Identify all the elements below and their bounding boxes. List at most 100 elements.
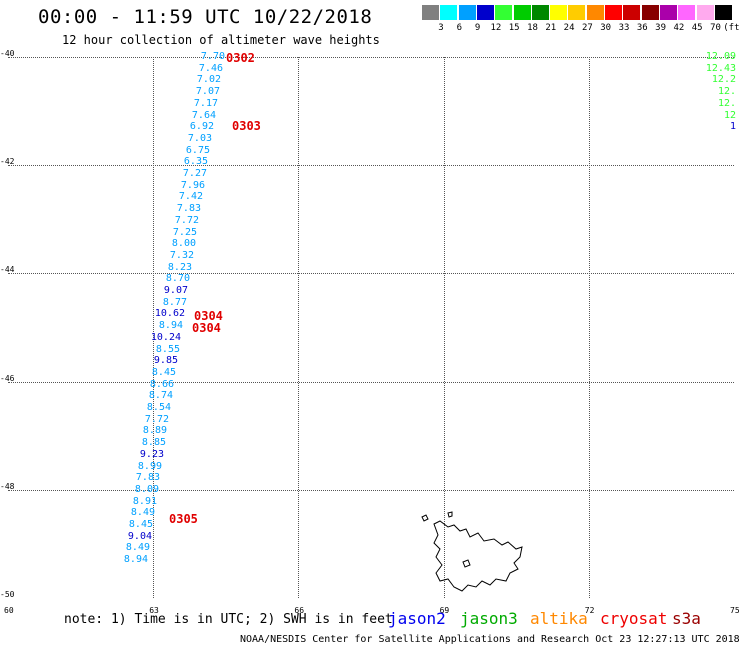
y-tick-label: -46: [0, 373, 15, 383]
legend-label: 33: [618, 23, 630, 33]
y-tick-label: -50: [0, 590, 15, 599]
grid-line-vertical: [443, 57, 445, 598]
wave-height-value: 7.07: [195, 86, 220, 98]
wave-height-value: 8.49: [125, 542, 150, 554]
wave-height-value: 7.64: [191, 109, 216, 121]
wave-height-value: 7.32: [169, 249, 194, 261]
wave-height-value-edge: 12: [723, 109, 736, 121]
grid-line-vertical: [298, 57, 300, 598]
coastline-island: [421, 511, 523, 592]
legend-label: 12: [490, 23, 502, 33]
grid-line-horizontal: [8, 273, 734, 275]
x-tick-label: 63: [149, 606, 159, 615]
wave-height-value: 8.94: [158, 320, 183, 332]
legend-label: 42: [673, 23, 685, 33]
grid-line-horizontal: [8, 381, 734, 383]
grid-line-horizontal: [8, 57, 734, 58]
wave-height-value: 8.45: [151, 366, 176, 378]
wave-height-value-edge: 12.: [717, 86, 736, 98]
wave-height-value-edge: 12.09: [705, 51, 736, 62]
grid-line-vertical: [153, 57, 155, 598]
x-tick-label: 69: [439, 606, 450, 615]
wave-height-value: 8.70: [165, 273, 190, 285]
satellite-label-altika: altika: [530, 609, 588, 628]
legend-label: 30: [600, 23, 612, 33]
legend-label: 9: [474, 23, 481, 33]
grid-line-horizontal: [8, 489, 734, 491]
wave-height-value: 8.09: [134, 483, 159, 495]
map-title: 00:00 - 11:59 UTC 10/22/2018: [38, 6, 373, 28]
wave-height-value: 8.54: [146, 402, 171, 413]
wave-height-value: 10.24: [150, 331, 181, 343]
legend-label: 70: [710, 23, 721, 33]
wave-height-value-edge: 12.43: [705, 62, 736, 74]
wave-height-value: 7.25: [172, 226, 197, 238]
legend-label: 21: [545, 23, 557, 33]
legend-swatch: [550, 5, 568, 20]
legend-swatch: [495, 5, 513, 20]
legend-label: 27: [581, 23, 593, 33]
map-plot-area: 60 63 66 69 72 75 -40 -42 -44 -46 -48 -50 7.70 7.46 7.…: [0, 49, 740, 615]
wave-height-value: 8.74: [148, 390, 173, 402]
legend-swatch: [586, 5, 604, 20]
wave-height-value: 7.83: [135, 472, 160, 484]
grid-line-vertical: [588, 57, 590, 598]
wave-height-value: 7.42: [178, 191, 203, 203]
x-tick-label: 72: [584, 606, 595, 615]
satellite-label-s3a: s3a: [672, 609, 701, 628]
wave-height-value: 7.46: [198, 62, 223, 74]
legend-label: 45: [691, 23, 703, 33]
credit-line: NOAA/NESDIS Center for Satellite Applica…: [240, 634, 740, 645]
pass-time-label: 0302: [226, 51, 255, 65]
satellite-label-jason3: jason3: [460, 609, 518, 628]
wave-height-value: 9.85: [153, 355, 178, 367]
wave-height-value: 8.99: [137, 460, 162, 472]
wave-height-value-edge: 12.2: [711, 74, 736, 86]
satellite-label-cryosat: cryosat: [600, 609, 668, 628]
y-tick-label: -48: [0, 481, 15, 491]
wave-height-value: 9.04: [127, 530, 152, 542]
wave-height-value: 8.89: [142, 425, 167, 437]
wave-height-value: 8.55: [155, 343, 180, 355]
wave-height-value: 6.75: [185, 144, 210, 156]
legend-swatch: [678, 5, 696, 20]
pass-time-label: 0305: [169, 512, 198, 526]
wave-height-value: 7.03: [187, 132, 212, 144]
legend-label: 3: [438, 23, 444, 33]
wave-height-value: 7.72: [174, 214, 199, 226]
legend-swatch: [422, 5, 439, 20]
y-tick-label: -40: [0, 49, 15, 58]
y-tick-label: -42: [0, 157, 15, 167]
wave-height-value: 6.35: [183, 156, 208, 168]
legend-swatch: [531, 5, 549, 20]
legend-swatch: [623, 5, 641, 20]
legend-swatch: [605, 5, 622, 20]
legend-swatch: [458, 5, 476, 20]
pass-time-label: 0304: [194, 309, 223, 323]
grid-line-horizontal: [8, 165, 734, 167]
wave-height-value-edge: 12.: [717, 97, 736, 109]
map-subtitle: 12 hour collection of altimeter wave hei…: [62, 33, 380, 47]
wave-height-value: 7.02: [196, 74, 221, 86]
wave-height-value: 7.83: [176, 203, 201, 215]
legend-swatch: [714, 5, 732, 20]
wave-height-value: 8.85: [141, 437, 166, 449]
wave-height-value: 6.92: [189, 121, 214, 133]
pass-time-label: 0303: [232, 119, 261, 133]
wave-height-value: 8.91: [132, 495, 157, 507]
legend-label: 36: [636, 23, 648, 33]
legend-swatch: [440, 5, 458, 20]
legend-swatch: [659, 5, 677, 20]
legend-swatch: [513, 5, 531, 20]
wave-height-value: 8.45: [128, 519, 153, 530]
y-tick-label: -44: [0, 265, 15, 275]
legend-label: 18: [527, 23, 538, 33]
wave-height-value-edge: 1: [729, 121, 736, 133]
legend-label: 24: [563, 23, 575, 33]
x-tick-label: 66: [294, 606, 305, 615]
wave-height-value: 9.23: [139, 448, 164, 460]
x-tick-label: 60: [4, 606, 14, 615]
pass-time-label: 0304: [192, 321, 221, 335]
legend-swatch: [641, 5, 659, 20]
wave-height-value: 7.96: [180, 179, 205, 191]
